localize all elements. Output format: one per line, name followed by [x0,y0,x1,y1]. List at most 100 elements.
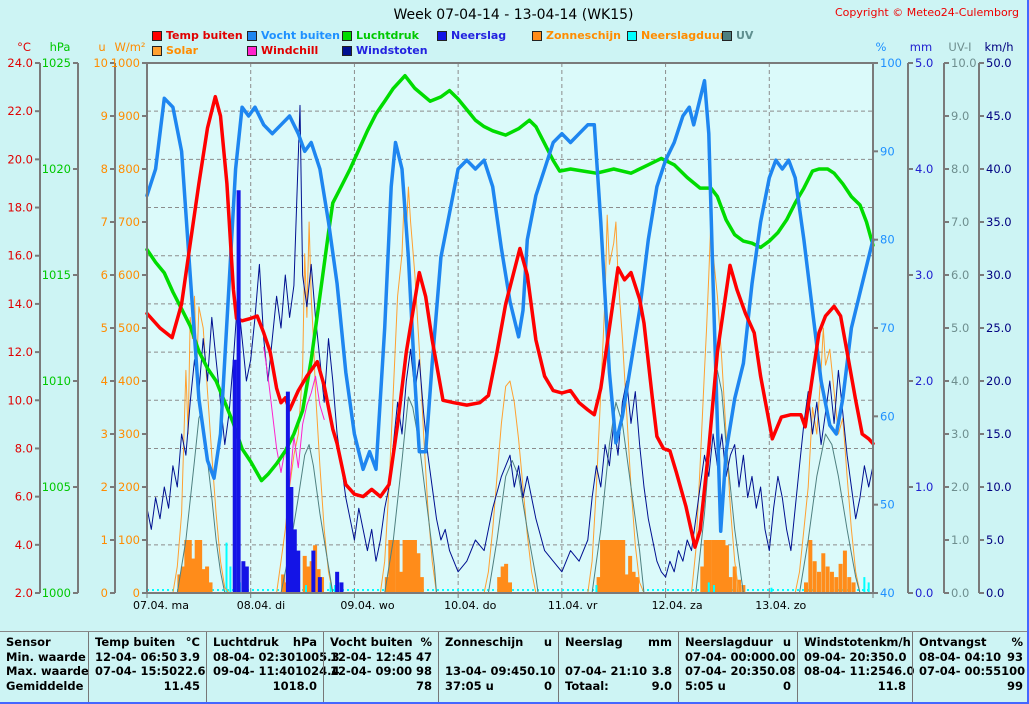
table-col-windstoten: Windstoten km/h 09-04- 20:35 0.0 08-04- 11:2… [797,632,915,702]
pres-tick-label: 1020 [42,162,71,176]
uvi-tick-label: 8.0 [951,162,969,176]
u-tick-label: 4 [101,374,108,388]
table-cell-time: 12-04- 09:00 [330,664,413,678]
u-tick-label: 3 [101,427,108,441]
table-cell-value: 3.9 [179,649,200,664]
temp-tick-label: 22.0 [7,104,33,118]
table-cell-time: 12-04- 12:45 [330,649,413,664]
table-col-unit: km/h [878,635,911,649]
table-cell-value: 99 [1006,678,1023,693]
legend-swatch [437,30,447,41]
table-cell-row [445,650,552,665]
table-cell-value: 0 [782,678,791,693]
table-cell-value: 9.0 [651,678,672,693]
pres-unit-label: hPa [50,40,71,54]
wm2-tick-label: 600 [118,268,140,282]
wm2-tick-label: 800 [118,162,140,176]
table-cell-time: 08-04- 11:25 [804,664,887,678]
table-cell-row: 07-04- 00:00 0.00 [685,649,796,665]
uvi-tick-label: 0.0 [951,586,969,600]
uvi-tick-label: 10.0 [951,56,977,70]
table-cell-value: 0.0 [886,649,907,664]
kmh-tick-label: 15.0 [986,427,1012,441]
pres-tick-label: 1025 [42,56,71,70]
legend-label: Neerslag [451,29,507,42]
u-tick-label: 8 [101,162,108,176]
table-cell-value: 0.00 [767,649,796,664]
kmh-tick-label: 10.0 [986,480,1012,494]
table-cell-row: 07-04- 21:10 3.8 [565,664,672,679]
x-axis-label-day-3: 10.04. do [444,599,497,612]
kmh-tick-label: 40.0 [986,162,1012,176]
table-cell-row: Totaal: 9.0 [565,679,672,694]
legend-item-vocht-buiten: Vocht buiten [247,29,340,42]
u-tick-label: 7 [101,215,108,229]
legend-item-neerslag: Neerslag [437,29,506,42]
table-row-label: Min. waarde [6,649,86,664]
mm-tick-label: 1.0 [915,480,933,494]
table-cell-time: 08-04- 02:30 [213,649,296,664]
legend-item-zonneschijn: Zonneschijn [532,29,621,42]
table-cell-value: 11.45 [163,678,200,693]
table-col-header: Ontvangst% [919,635,1023,650]
table-cell-row: 08-04- 02:30 1005.3 [213,649,340,665]
u-tick-label: 5 [101,321,108,335]
temp-tick-label: 12.0 [7,345,33,359]
table-cell-value: 78 [415,678,432,693]
legend-label: Temp buiten [166,29,243,42]
temp-tick-label: 16.0 [7,249,33,263]
table-cell-time: 09-04- 20:35 [804,649,887,664]
uvi-tick-label: 2.0 [951,480,969,494]
table-col-name: Luchtdruk [213,635,279,649]
legend-swatch [342,45,352,56]
u-tick-label: 6 [101,268,108,282]
table-cell-time: 07-04- 20:35 [685,664,768,678]
uvi-tick-label: 6.0 [951,268,969,282]
pct-tick-label: 100 [880,56,902,70]
table-cell-time: 07-04- 21:10 [565,664,648,678]
wm2-tick-label: 0 [133,586,140,600]
table-cell-time: 07-04- 00:00 [685,649,768,664]
wm2-tick-label: 300 [118,427,140,441]
legend-item-neerslagduur: Neerslagduur [627,29,725,42]
u-unit-label: u [98,40,105,54]
table-cell-row: 11.45 [95,679,200,694]
table-col-name: Temp buiten [95,635,176,649]
legend-item-uv: UV [722,29,753,42]
wm2-tick-label: 700 [118,215,140,229]
temp-tick-label: 20.0 [7,152,33,166]
legend-item-solar: Solar [152,44,198,57]
table-col-header: Neerslag mm [565,635,672,650]
legend-swatch [722,30,732,41]
table-cell-row: 13-04- 09:45 0.10 [445,664,556,679]
table-cell-time: Totaal: [565,678,609,693]
mm-unit-label: mm [910,40,932,54]
x-axis-label-day-0: 07.04. ma [133,599,189,612]
uvi-unit-label: UV-I [948,40,971,54]
legend-label: Windchill [261,44,319,57]
uvi-tick-label: 5.0 [951,321,969,335]
legend-label: Neerslagduur [641,29,726,42]
x-axis-label-day-5: 12.04. za [651,599,703,612]
legend-item-windchill: Windchill [247,44,318,57]
table-col-header: Zonneschijn u [445,635,552,650]
pres-tick-label: 1005 [42,480,71,494]
table-cell-value: 1024.4 [295,664,340,678]
table-col-header: Temp buiten °C [95,635,200,650]
mm-tick-label: 0.0 [915,586,933,600]
legend-item-luchtdruk: Luchtdruk [342,29,419,42]
pct-tick-label: 90 [880,144,895,158]
table-row-label: Max. waarde [6,664,89,678]
u-tick-label: 9 [101,109,108,123]
temp-tick-label: 8.0 [15,441,33,455]
mm-tick-label: 3.0 [915,268,933,282]
table-col-name: Neerslag [565,635,623,649]
legend-label: Luchtdruk [356,29,419,42]
legend-swatch [247,30,257,41]
wm2-tick-label: 900 [118,109,140,123]
table-col-ontvangst: Ontvangst% 08-04- 04:10 93 07-04- 00:55 100 9… [912,632,1027,702]
table-cell-time: 08-04- 04:10 [919,649,1002,664]
table-cell-row: 08-04- 11:25 46.0 [804,664,915,679]
